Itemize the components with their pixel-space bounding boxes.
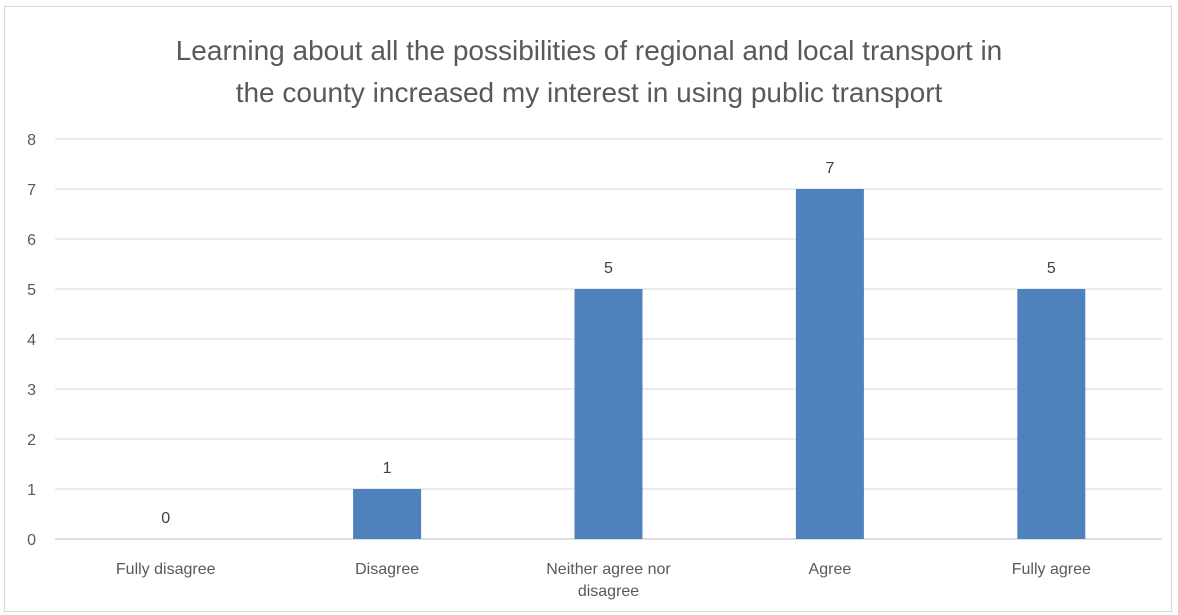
x-tick-label-3: Agree [809,561,852,578]
y-tick-label-0: 0 [27,532,36,549]
y-tick-label-8: 8 [27,132,36,149]
data-label-4: 5 [1047,260,1056,277]
bar-1 [353,489,422,539]
chart-title: Learning about all the possibilities of … [0,30,1178,114]
y-tick-label-2: 2 [27,432,36,449]
x-tick-label-4: Fully agree [1012,561,1091,578]
x-tick-label-2-line-1: disagree [578,583,639,600]
bar-2 [574,289,643,539]
bar-3 [795,189,864,539]
x-tick-label-2-line-0: Neither agree nor [546,561,671,578]
data-label-1: 1 [383,460,392,477]
x-tick-label-1: Disagree [355,561,419,578]
y-tick-label-1: 1 [27,482,36,499]
data-label-0: 0 [161,510,170,527]
y-tick-label-7: 7 [27,182,36,199]
chart-title-line-1: Learning about all the possibilities of … [175,35,1003,66]
y-tick-label-5: 5 [27,282,36,299]
data-label-3: 7 [825,160,834,177]
chart-title-line-2: the county increased my interest in usin… [235,77,943,108]
y-tick-label-4: 4 [27,332,36,349]
y-tick-label-3: 3 [27,382,36,399]
bar-4 [1017,289,1086,539]
y-tick-label-6: 6 [27,232,36,249]
x-tick-label-0: Fully disagree [116,561,216,578]
data-label-2: 5 [604,260,613,277]
